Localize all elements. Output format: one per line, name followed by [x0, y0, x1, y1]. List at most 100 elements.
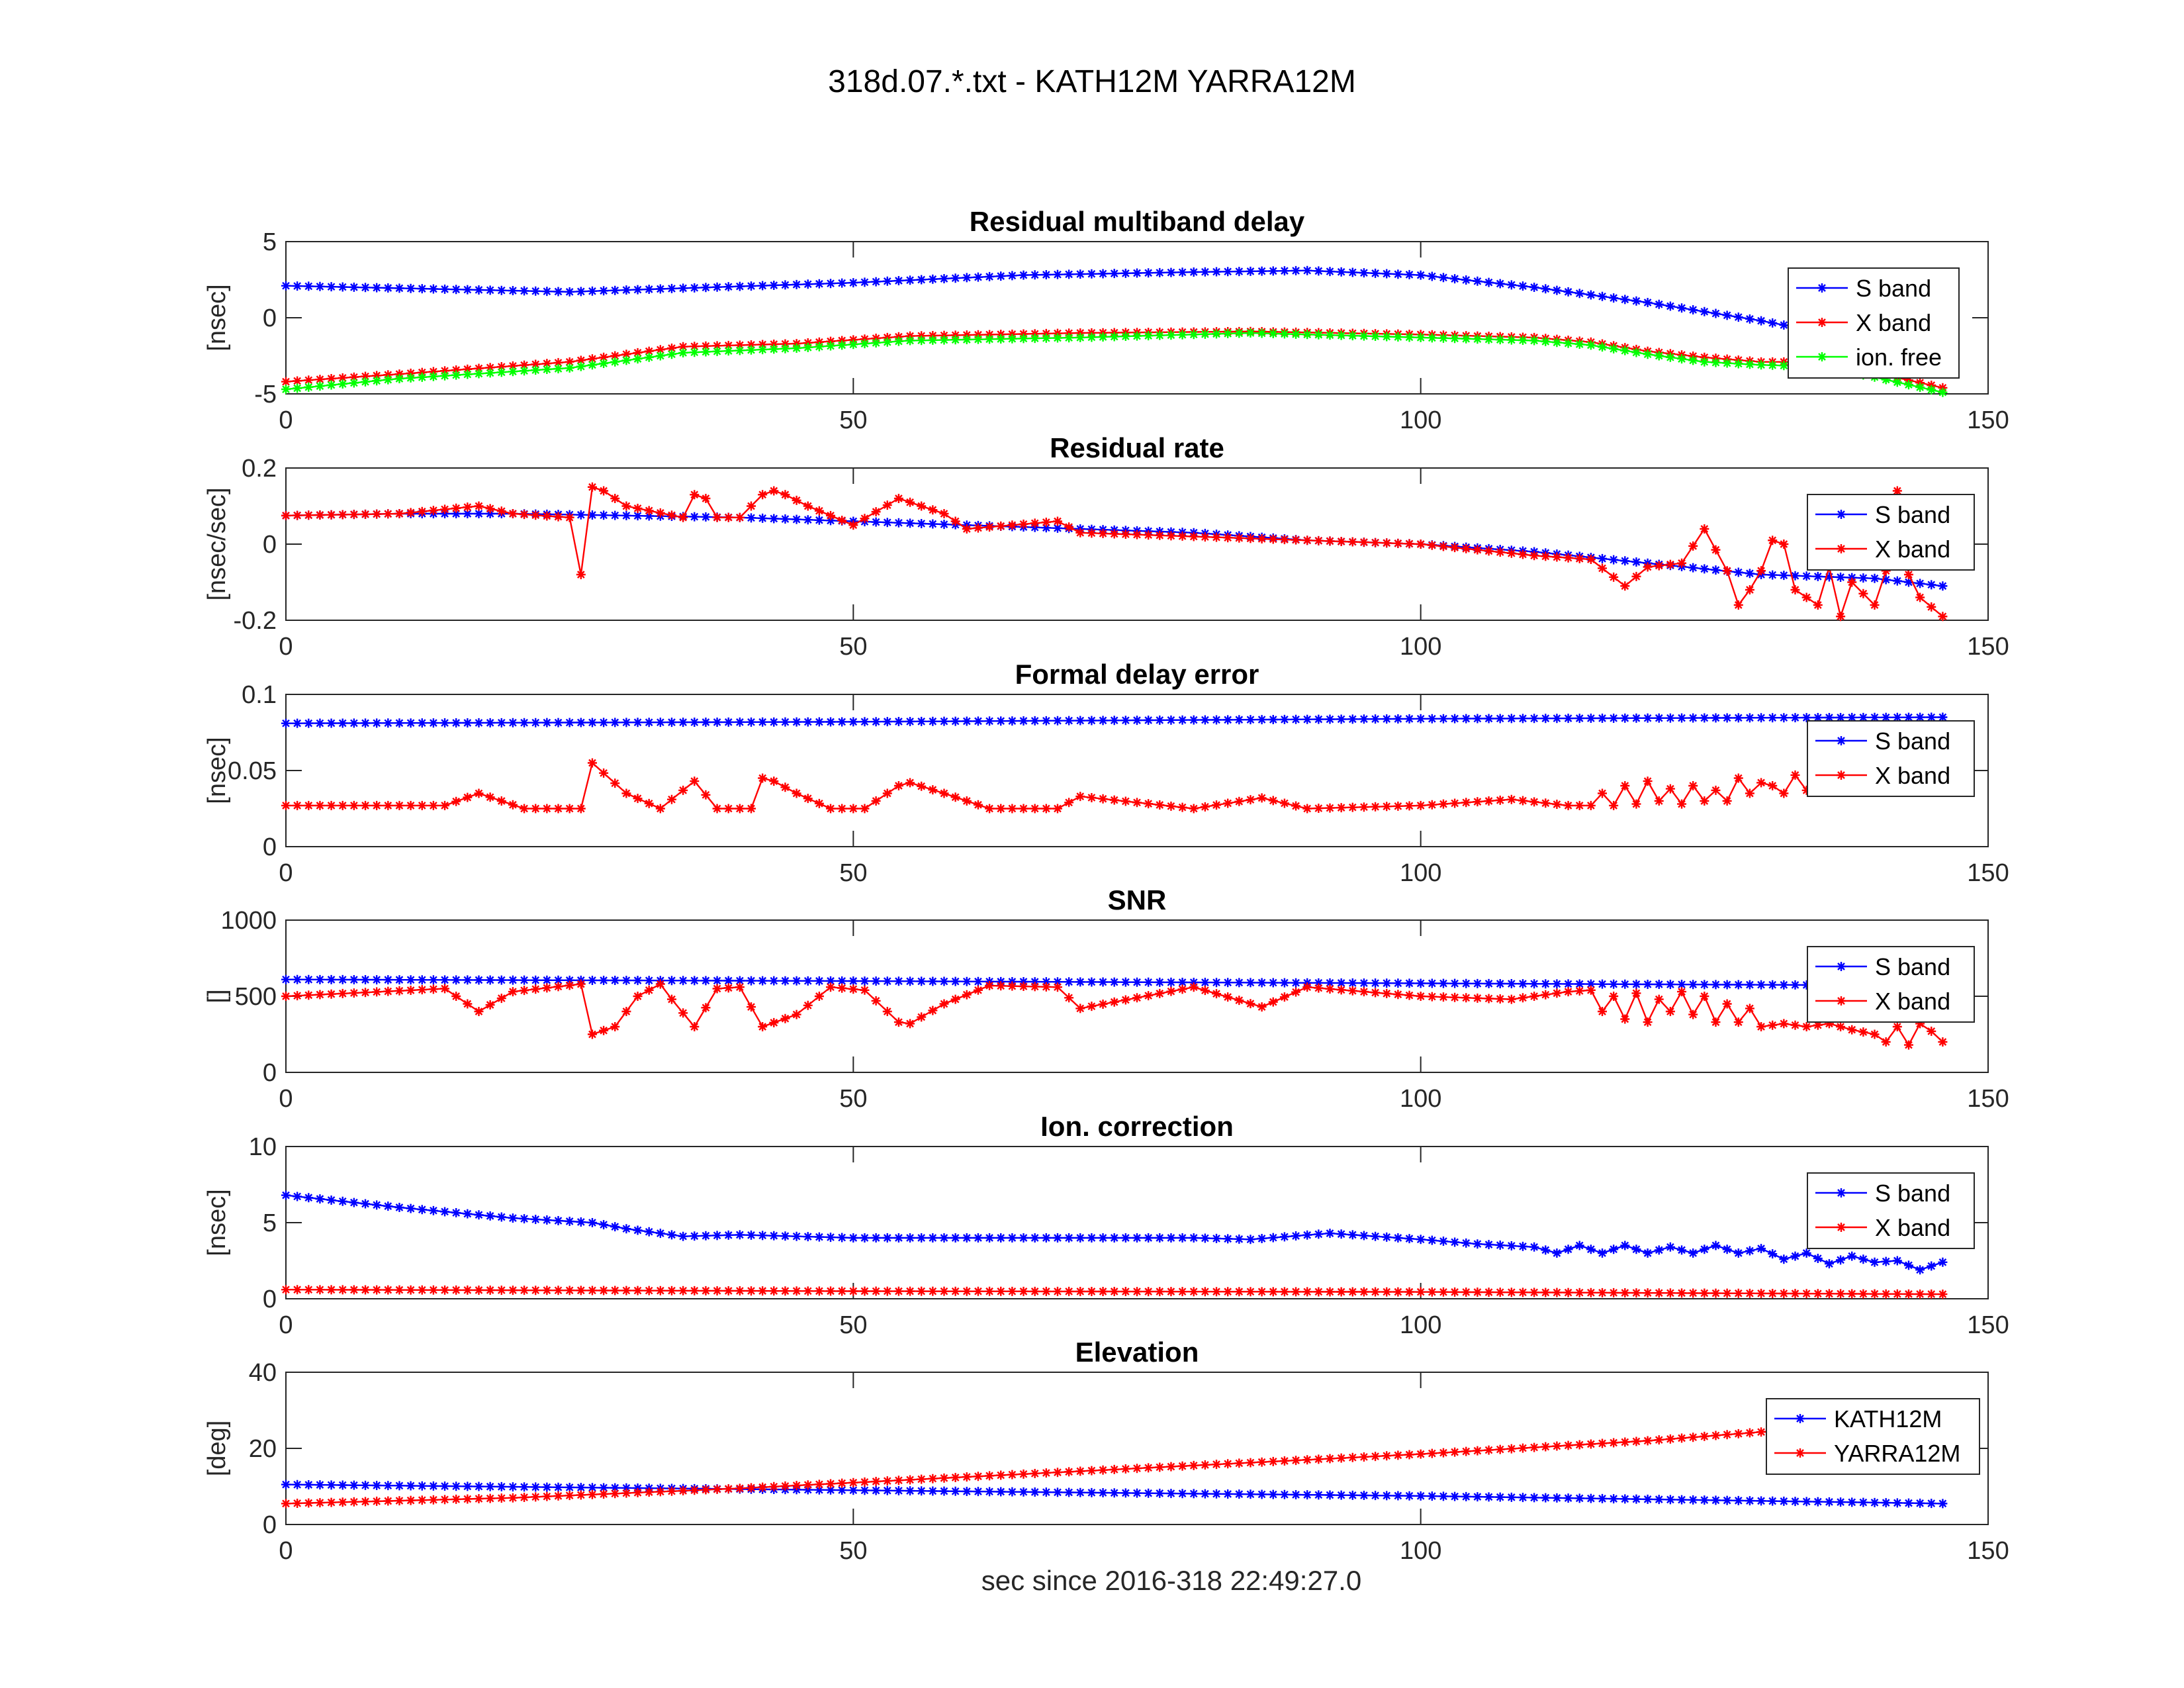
data-point [1189, 978, 1199, 988]
data-point [1347, 1230, 1357, 1240]
data-point [1518, 336, 1527, 346]
data-point [1733, 567, 1743, 577]
data-point [1314, 978, 1324, 988]
data-point [1574, 340, 1584, 350]
data-point [1813, 1254, 1823, 1264]
data-point [1132, 993, 1142, 1003]
data-point [587, 758, 597, 768]
data-point [315, 1285, 325, 1295]
data-point [633, 348, 643, 357]
data-point [496, 285, 506, 295]
data-point [1529, 1442, 1539, 1452]
panel-title: Residual multiband delay [970, 206, 1305, 237]
data-point [1574, 1440, 1584, 1450]
data-point [1677, 713, 1687, 723]
data-point [848, 340, 858, 350]
data-point [1291, 1231, 1301, 1241]
data-point [361, 975, 371, 985]
data-point [860, 717, 870, 727]
data-point [1314, 1287, 1324, 1297]
data-point [1212, 329, 1222, 339]
data-point [610, 976, 620, 986]
data-point [621, 1488, 631, 1498]
data-point [1246, 1287, 1255, 1297]
data-point [474, 363, 484, 373]
data-point [1075, 269, 1085, 279]
data-point [1314, 330, 1324, 340]
data-point [304, 382, 314, 392]
data-point [678, 512, 688, 522]
data-point [1279, 329, 1289, 339]
data-point [1223, 328, 1233, 338]
data-point [338, 1480, 347, 1490]
data-point [780, 1481, 790, 1491]
data-point [553, 357, 563, 367]
data-point [485, 1286, 495, 1295]
data-point [1019, 1469, 1028, 1479]
data-point [451, 796, 461, 806]
data-point [1325, 1229, 1335, 1239]
data-point [1643, 1436, 1653, 1446]
y-tick-label: 0 [263, 1286, 277, 1313]
legend-box [1766, 1398, 1980, 1475]
data-point [1291, 1456, 1301, 1466]
data-point [463, 364, 473, 374]
data-point [315, 510, 325, 520]
data-point [1200, 1460, 1210, 1470]
data-point [917, 518, 927, 528]
data-point [520, 286, 529, 296]
data-point [712, 1286, 722, 1295]
data-point [599, 1489, 609, 1499]
data-point [1041, 977, 1051, 987]
data-point [553, 718, 563, 727]
data-point [655, 718, 665, 727]
data-point [1677, 1495, 1687, 1505]
data-point [553, 287, 563, 297]
data-point [315, 1480, 325, 1490]
data-point [463, 1209, 473, 1219]
data-point [553, 1216, 563, 1226]
legend-label: S band [1875, 953, 1950, 980]
data-point [1189, 804, 1199, 814]
data-point [837, 278, 847, 288]
data-point [1314, 266, 1324, 276]
data-point [372, 718, 382, 728]
data-point [792, 976, 801, 986]
data-point [1688, 1248, 1698, 1258]
data-point [826, 717, 836, 727]
data-point [361, 718, 371, 728]
data-point [1223, 1489, 1233, 1499]
data-point [666, 794, 676, 804]
data-point [666, 283, 676, 293]
data-point [293, 281, 302, 291]
data-point [553, 982, 563, 992]
data-point [1836, 1289, 1846, 1299]
data-point [1120, 995, 1130, 1005]
data-point [1314, 804, 1324, 814]
x-tick-label: 100 [1400, 1311, 1441, 1339]
data-point [1722, 358, 1732, 368]
x-tick-label: 0 [279, 859, 293, 887]
data-point [315, 281, 325, 291]
data-point [814, 717, 824, 727]
data-point [1087, 1002, 1097, 1011]
data-point [928, 1486, 938, 1496]
data-point [428, 371, 438, 381]
data-point [939, 509, 949, 518]
data-point [1450, 334, 1460, 344]
data-point [837, 340, 847, 350]
data-point [871, 717, 881, 727]
data-point [1075, 1466, 1085, 1476]
data-point [1325, 1454, 1335, 1464]
data-point [1177, 1461, 1187, 1471]
data-point [1155, 800, 1165, 810]
data-point [1756, 1496, 1766, 1506]
data-point [1722, 1495, 1732, 1505]
data-point [1824, 1259, 1834, 1269]
data-point [1291, 714, 1301, 724]
data-point [440, 371, 450, 381]
data-point [950, 976, 960, 986]
data-point [542, 1215, 552, 1225]
data-point [1529, 714, 1539, 724]
data-point [1598, 342, 1608, 352]
